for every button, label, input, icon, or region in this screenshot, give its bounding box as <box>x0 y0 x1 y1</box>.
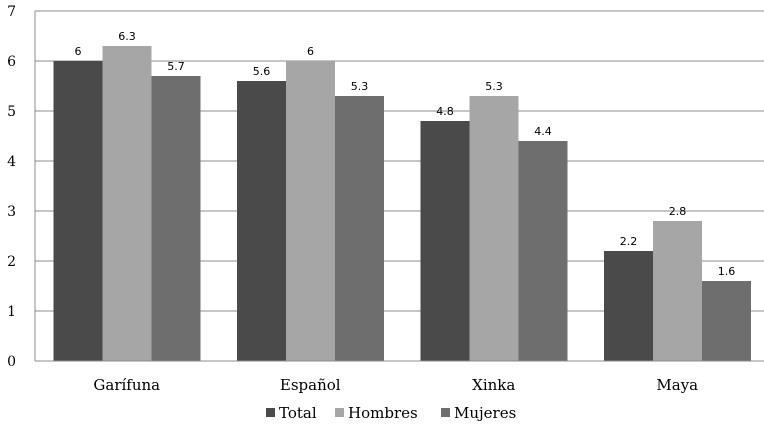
axes: 0 1 2 3 4 5 6 7 Garífuna Español Xinka Maya <box>7 4 764 394</box>
y-tick-label: 5 <box>7 104 16 120</box>
x-tick-label: Español <box>280 376 341 394</box>
data-label: 6 <box>75 45 82 58</box>
bar-hombres-2 <box>469 96 519 361</box>
y-tick-label: 1 <box>7 304 16 320</box>
bar-hombres-0 <box>102 46 152 361</box>
legend: Total Hombres Mujeres <box>266 404 516 422</box>
bar-hombres-1 <box>286 61 335 361</box>
legend-swatch-mujeres <box>441 408 450 417</box>
legend-label-hombres: Hombres <box>348 404 418 422</box>
data-label: 5.3 <box>485 80 503 93</box>
y-tick-label: 2 <box>7 254 16 270</box>
bar-hombres-3 <box>653 221 702 361</box>
y-tick-label: 4 <box>7 154 16 170</box>
data-label: 6.3 <box>118 30 136 43</box>
bar-total-2 <box>420 121 470 361</box>
x-tick-label: Maya <box>656 376 698 394</box>
bar-total-3 <box>604 251 653 361</box>
bar-mujeres-0 <box>151 76 201 361</box>
data-label: 4.8 <box>436 105 454 118</box>
bar-mujeres-1 <box>335 96 384 361</box>
data-label: 5.3 <box>351 80 369 93</box>
data-labels: 6 6.3 5.7 5.6 6 5.3 4.8 5.3 4.4 2.2 2.8 1.6 <box>75 30 736 278</box>
legend-label-total: Total <box>279 404 317 422</box>
y-tick-label: 0 <box>7 354 16 370</box>
y-tick-label: 6 <box>7 54 16 70</box>
bar-total-0 <box>53 61 103 361</box>
data-label: 6 <box>307 45 314 58</box>
y-tick-label: 3 <box>7 204 16 220</box>
data-label: 1.6 <box>718 265 736 278</box>
x-tick-label: Garífuna <box>93 376 160 394</box>
x-tick-label: Xinka <box>472 376 515 394</box>
bar-mujeres-3 <box>702 281 751 361</box>
data-label: 5.6 <box>253 65 271 78</box>
data-label: 5.7 <box>167 60 185 73</box>
bar-total-1 <box>237 81 286 361</box>
data-label: 4.4 <box>534 125 552 138</box>
data-label: 2.2 <box>620 235 638 248</box>
y-tick-label: 7 <box>7 4 16 20</box>
bar-mujeres-2 <box>518 141 568 361</box>
legend-label-mujeres: Mujeres <box>454 404 516 422</box>
data-label: 2.8 <box>669 205 687 218</box>
legend-swatch-total <box>266 408 275 417</box>
legend-swatch-hombres <box>335 408 344 417</box>
bars <box>53 46 751 361</box>
